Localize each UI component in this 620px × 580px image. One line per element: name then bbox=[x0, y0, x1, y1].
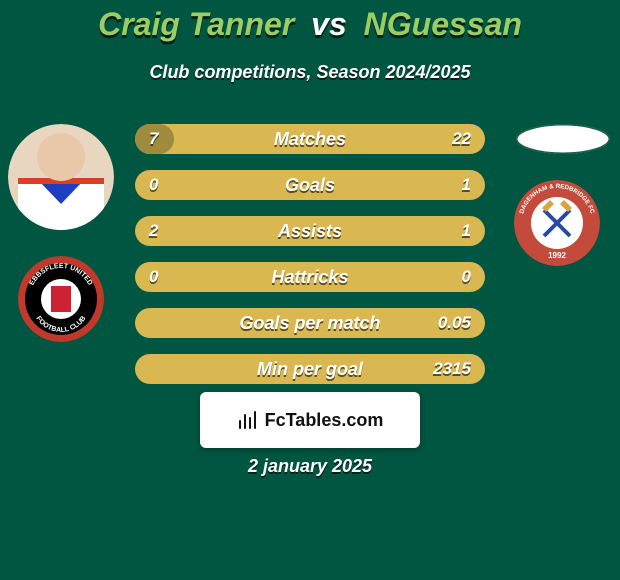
stat-value-right: 0 bbox=[462, 262, 471, 292]
stat-label: Goals per match bbox=[135, 308, 485, 338]
vs-label: vs bbox=[311, 6, 347, 42]
stat-row: Goals per match0.05 bbox=[135, 308, 485, 338]
club1-badge: EBBSFLEET UNITED FOOTBALL CLUB bbox=[18, 256, 104, 342]
player-compare-infographic: Craig Tanner vs NGuessan Club competitio… bbox=[0, 0, 620, 580]
club2-badge: DAGENHAM & REDBRIDGE FC 1992 bbox=[514, 180, 600, 266]
stat-value-left: 0 bbox=[149, 262, 158, 292]
player1-photo bbox=[8, 124, 114, 230]
stat-value-left: 2 bbox=[149, 216, 158, 246]
fctables-logo-icon bbox=[237, 409, 259, 431]
stat-label: Hattricks bbox=[135, 262, 485, 292]
stat-value-right: 22 bbox=[452, 124, 471, 154]
watermark-text: FcTables.com bbox=[265, 410, 384, 431]
stat-value-left: 0 bbox=[149, 170, 158, 200]
stat-row: Goals0 1 bbox=[135, 170, 485, 200]
stat-label: Assists bbox=[135, 216, 485, 246]
stat-bars: Matches722Goals01Assists21Hattricks00Goa… bbox=[135, 124, 485, 400]
stat-row: Min per goal2315 bbox=[135, 354, 485, 384]
watermark: FcTables.com bbox=[200, 392, 420, 448]
player1-name: Craig Tanner bbox=[98, 6, 294, 42]
stat-row: Matches7 22 bbox=[135, 124, 485, 154]
stat-value-right: 1 bbox=[462, 170, 471, 200]
stat-row: Hattricks0 0 bbox=[135, 262, 485, 292]
player2-name: NGuessan bbox=[364, 6, 522, 42]
title-wrap: Craig Tanner vs NGuessan bbox=[0, 6, 620, 43]
player2-photo bbox=[516, 124, 610, 154]
svg-text:1992: 1992 bbox=[548, 251, 566, 260]
subtitle: Club competitions, Season 2024/2025 bbox=[0, 62, 620, 83]
stat-value-left: 7 bbox=[149, 124, 158, 154]
stat-row: Assists2 1 bbox=[135, 216, 485, 246]
stat-label: Goals bbox=[135, 170, 485, 200]
stat-value-right: 2315 bbox=[433, 354, 471, 384]
date: 2 january 2025 bbox=[0, 456, 620, 477]
stat-value-right: 0.05 bbox=[438, 308, 471, 338]
stat-label: Matches bbox=[135, 124, 485, 154]
stat-value-right: 1 bbox=[462, 216, 471, 246]
